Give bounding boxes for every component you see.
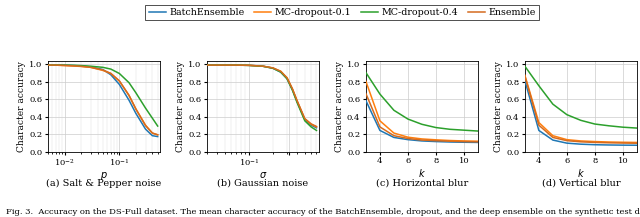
Text: (d) Vertical blur: (d) Vertical blur bbox=[541, 179, 620, 188]
Text: Fig. 3.  Accuracy on the DS-Full dataset. The mean character accuracy of the Bat: Fig. 3. Accuracy on the DS-Full dataset.… bbox=[6, 208, 640, 216]
Y-axis label: Character accuracy: Character accuracy bbox=[176, 61, 185, 152]
X-axis label: $k$: $k$ bbox=[577, 167, 585, 179]
Text: (b) Gaussian noise: (b) Gaussian noise bbox=[218, 179, 308, 188]
Y-axis label: Character accuracy: Character accuracy bbox=[494, 61, 503, 152]
X-axis label: $\sigma$: $\sigma$ bbox=[259, 170, 267, 180]
Y-axis label: Character accuracy: Character accuracy bbox=[17, 61, 26, 152]
Y-axis label: Character accuracy: Character accuracy bbox=[335, 61, 344, 152]
X-axis label: $p$: $p$ bbox=[100, 170, 108, 182]
X-axis label: $k$: $k$ bbox=[418, 167, 426, 179]
Legend: BatchEnsemble, MC-dropout-0.1, MC-dropout-0.4, Ensemble: BatchEnsemble, MC-dropout-0.1, MC-dropou… bbox=[145, 5, 540, 20]
Text: (c) Horizontal blur: (c) Horizontal blur bbox=[376, 179, 468, 188]
Text: (a) Salt & Pepper noise: (a) Salt & Pepper noise bbox=[46, 179, 161, 188]
